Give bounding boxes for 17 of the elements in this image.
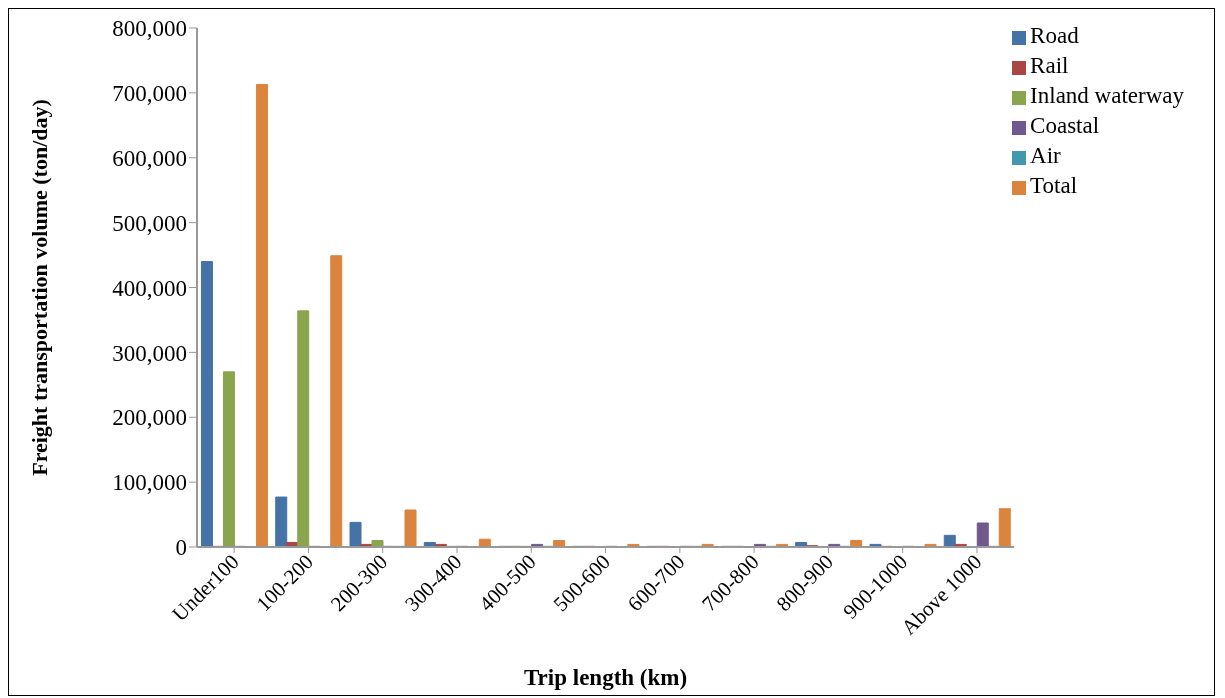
legend-label: Total [1030,173,1078,198]
y-tick-label: 600,000 [112,145,187,171]
legend-label: Inland waterway [1030,83,1184,108]
y-tick-label: 300,000 [112,340,187,366]
y-tick-label: 800,000 [112,16,187,42]
y-tick-label: 100,000 [112,470,187,496]
y-tick-label: 0 [175,535,187,561]
y-tick-label: 500,000 [112,210,187,236]
legend-label: Air [1030,143,1061,168]
x-axis-title: Trip length (km) [523,665,688,690]
y-tick-label: 400,000 [112,275,187,301]
legend-label: Coastal [1030,113,1100,138]
y-tick-label: 200,000 [112,405,187,431]
legend-label: Road [1030,23,1079,48]
y-tick-label: 700,000 [112,81,187,107]
y-axis-title: Freight transportation volume (ton/day) [26,99,52,476]
legend-label: Rail [1030,53,1069,78]
